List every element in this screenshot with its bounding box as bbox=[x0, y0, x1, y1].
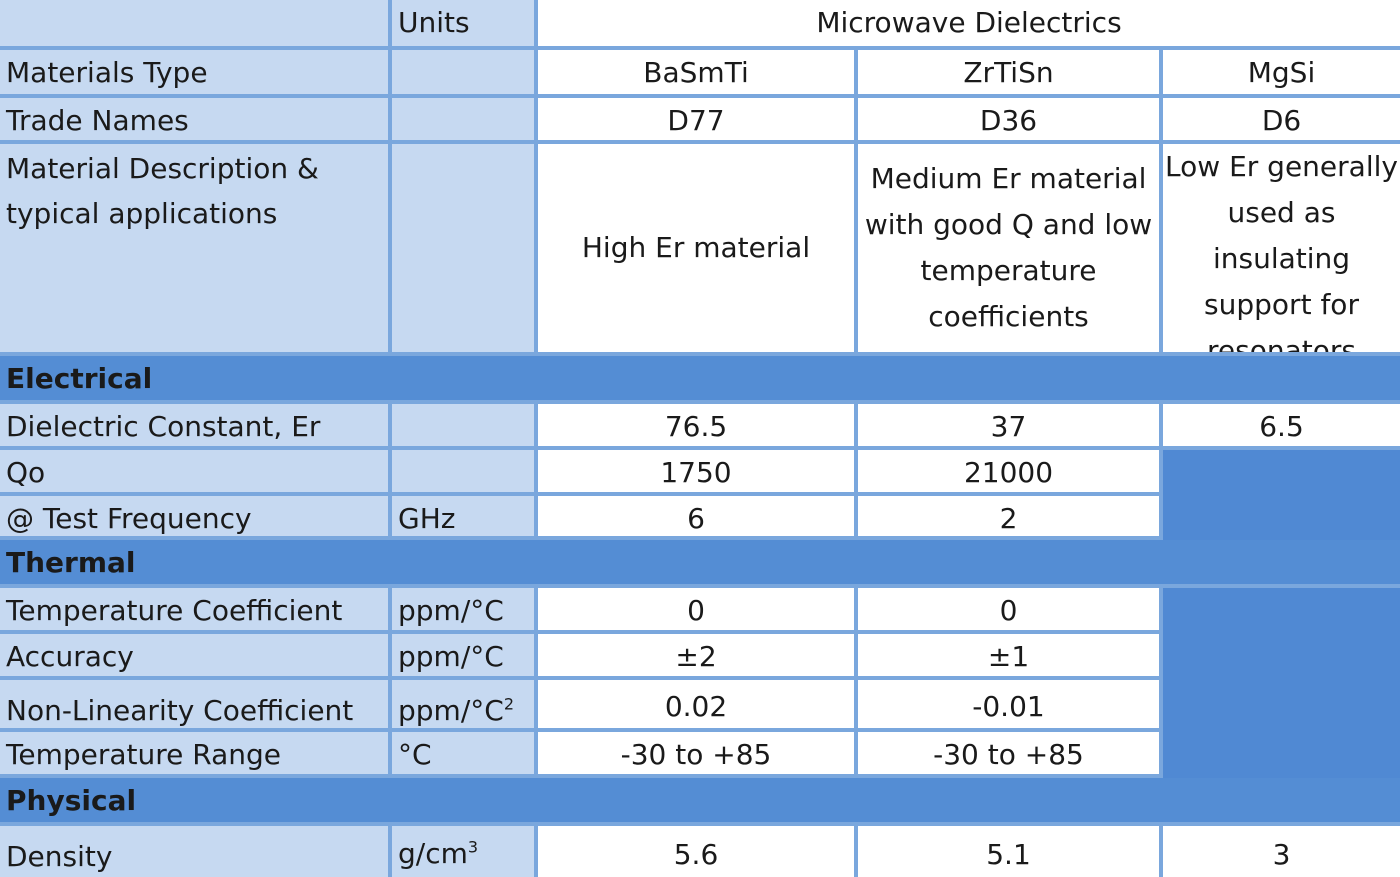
trade-names-unit bbox=[392, 98, 538, 144]
temp-range-d77: -30 to +85 bbox=[538, 732, 858, 778]
test-frequency-d77: 6 bbox=[538, 496, 858, 540]
test-frequency-unit: GHz bbox=[392, 496, 538, 540]
test-frequency-label: @ Test Frequency bbox=[0, 496, 392, 540]
test-frequency-d36: 2 bbox=[858, 496, 1163, 540]
accuracy-unit: ppm/°C bbox=[392, 634, 538, 680]
description-d77-text: High Er material bbox=[581, 231, 811, 264]
qo-d77: 1750 bbox=[538, 450, 858, 496]
qo-label: Qo bbox=[0, 450, 392, 496]
trade-name-d6: D6 bbox=[1163, 98, 1400, 144]
dielectric-constant-d6: 6.5 bbox=[1163, 404, 1400, 450]
qo-d6-empty bbox=[1163, 450, 1400, 540]
temp-range-unit: °C bbox=[392, 732, 538, 778]
materials-type-d77: BaSmTi bbox=[538, 50, 858, 98]
materials-type-label: Materials Type bbox=[0, 50, 392, 98]
thermal-d6-empty bbox=[1163, 588, 1400, 778]
density-unit-base: g/cm bbox=[398, 837, 468, 870]
density-unit-sup: 3 bbox=[467, 837, 479, 857]
header-blank-cell bbox=[0, 0, 392, 50]
description-unit bbox=[392, 144, 538, 356]
accuracy-d36: ±1 bbox=[858, 634, 1163, 680]
trade-names-label: Trade Names bbox=[0, 98, 392, 144]
description-d36: Medium Er material with good Q and low t… bbox=[858, 144, 1163, 356]
qo-unit bbox=[392, 450, 538, 496]
non-linearity-unit: ppm/°C2 bbox=[392, 680, 538, 732]
description-d36-text: Medium Er material with good Q and low t… bbox=[864, 162, 1153, 333]
density-unit: g/cm3 bbox=[392, 826, 538, 877]
temp-range-d36: -30 to +85 bbox=[858, 732, 1163, 778]
dielectric-constant-label: Dielectric Constant, Er bbox=[0, 404, 392, 450]
density-d77: 5.6 bbox=[538, 826, 858, 877]
non-linearity-d36: -0.01 bbox=[858, 680, 1163, 732]
temp-coefficient-label: Temperature Coefficient bbox=[0, 588, 392, 634]
dielectric-constant-d77: 76.5 bbox=[538, 404, 858, 450]
section-physical: Physical bbox=[0, 778, 1400, 826]
density-label: Density bbox=[0, 826, 392, 877]
description-d6: Low Er generally used as insulating supp… bbox=[1163, 144, 1400, 356]
temp-range-label: Temperature Range bbox=[0, 732, 392, 778]
dielectric-constant-d36: 37 bbox=[858, 404, 1163, 450]
dielectric-constant-unit bbox=[392, 404, 538, 450]
accuracy-label: Accuracy bbox=[0, 634, 392, 680]
non-linearity-label: Non-Linearity Coefficient bbox=[0, 680, 392, 732]
section-thermal: Thermal bbox=[0, 540, 1400, 588]
qo-d36: 21000 bbox=[858, 450, 1163, 496]
temp-coefficient-unit: ppm/°C bbox=[392, 588, 538, 634]
materials-type-d6: MgSi bbox=[1163, 50, 1400, 98]
non-linearity-unit-sup: 2 bbox=[503, 694, 514, 714]
description-d6-text: Low Er generally used as insulating supp… bbox=[1165, 150, 1398, 356]
description-d77: High Er material bbox=[538, 144, 858, 356]
materials-type-unit bbox=[392, 50, 538, 98]
temp-coefficient-d36: 0 bbox=[858, 588, 1163, 634]
trade-name-d36: D36 bbox=[858, 98, 1163, 144]
microwave-dielectrics-header: Microwave Dielectrics bbox=[538, 0, 1400, 50]
units-header: Units bbox=[392, 0, 538, 50]
materials-type-d36: ZrTiSn bbox=[858, 50, 1163, 98]
non-linearity-unit-base: ppm/°C bbox=[398, 694, 504, 727]
density-d36: 5.1 bbox=[858, 826, 1163, 877]
non-linearity-d77: 0.02 bbox=[538, 680, 858, 732]
section-electrical: Electrical bbox=[0, 356, 1400, 404]
accuracy-d77: ±2 bbox=[538, 634, 858, 680]
description-label: Material Description & typical applicati… bbox=[0, 144, 392, 356]
trade-name-d77: D77 bbox=[538, 98, 858, 144]
density-d6: 3 bbox=[1163, 826, 1400, 877]
temp-coefficient-d77: 0 bbox=[538, 588, 858, 634]
